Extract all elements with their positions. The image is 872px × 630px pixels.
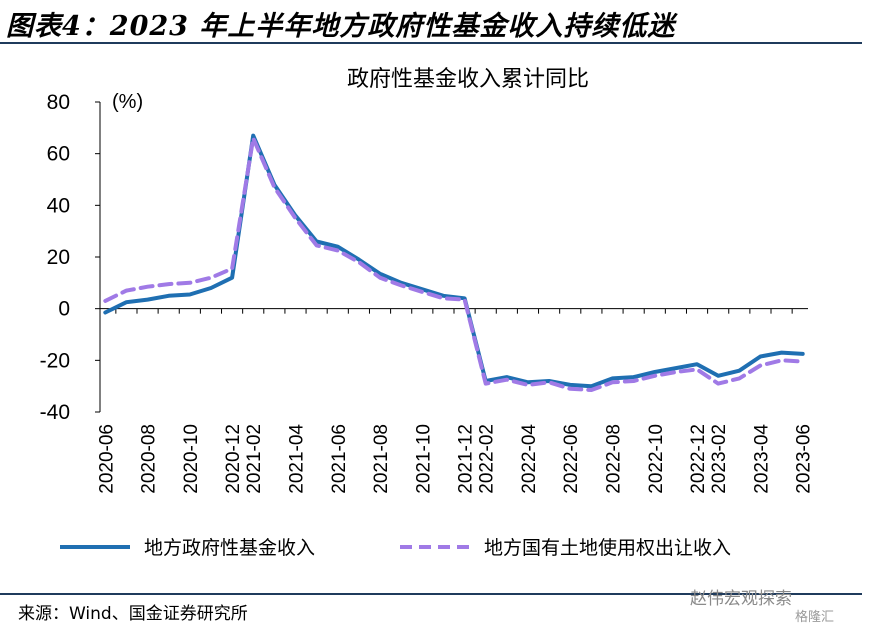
x-tick-label: 2021-08 [371, 424, 392, 494]
figure-title: 图表4：2023 年上半年地方政府性基金收入持续低迷 [6, 11, 676, 42]
x-tick-label: 2020-08 [139, 424, 160, 494]
y-tick-label: 60 [47, 143, 70, 166]
y-tick-label: 0 [58, 298, 70, 321]
watermark: 赵伟宏观探索 [690, 589, 792, 609]
x-tick-label: 2023-06 [794, 424, 815, 494]
x-tick-label: 2023-02 [709, 424, 730, 494]
watermark-sub: 格隆汇 [795, 610, 835, 625]
x-tick-label: 2021-06 [329, 424, 350, 494]
x-tick-label: 2021-04 [286, 424, 307, 494]
source-note: 来源：Wind、国金证券研究所 [18, 604, 248, 624]
x-tick-label: 2022-08 [604, 424, 625, 494]
legend: 地方政府性基金收入 地方国有土地使用权出让收入 [60, 537, 731, 559]
x-tick-label: 2021-02 [244, 424, 265, 494]
x-tick-label: 2021-10 [413, 424, 434, 494]
top-rule [0, 42, 862, 44]
y-tick-label: 40 [47, 194, 70, 217]
x-tick-label: 2023-04 [751, 424, 772, 494]
series-lines [103, 133, 805, 392]
series-line-2 [103, 136, 805, 392]
bottom-rule [0, 593, 862, 595]
y-ticks: 80 60 40 20 0 -20 -40 [40, 91, 100, 424]
y-tick-label: -20 [40, 349, 70, 372]
x-tick-label: 2021-12 [456, 424, 477, 494]
x-tick-label: 2022-10 [646, 424, 667, 494]
y-tick-label: 20 [47, 246, 70, 269]
legend-label-2: 地方国有土地使用权出让收入 [484, 537, 731, 559]
x-tick-label: 2022-04 [519, 424, 540, 494]
x-tick-label: 2022-12 [688, 424, 709, 494]
y-tick-label: 80 [47, 91, 70, 114]
x-tick-label: 2020-06 [96, 424, 117, 494]
x-tick-label: 2022-06 [561, 424, 582, 494]
legend-label-1: 地方政府性基金收入 [144, 537, 315, 559]
x-tick-label: 2020-10 [181, 424, 202, 494]
x-tick-label: 2022-02 [477, 424, 498, 494]
x-ticks: 2020-06 2020-08 2020-10 2020-12 2021-02 2021-… [96, 308, 815, 494]
y-axis-unit: (%) [112, 91, 143, 113]
chart-title: 政府性基金收入累计同比 [347, 67, 589, 92]
series-line-1 [103, 133, 805, 389]
x-tick-label: 2020-12 [223, 424, 244, 494]
y-tick-label: -40 [40, 401, 70, 424]
